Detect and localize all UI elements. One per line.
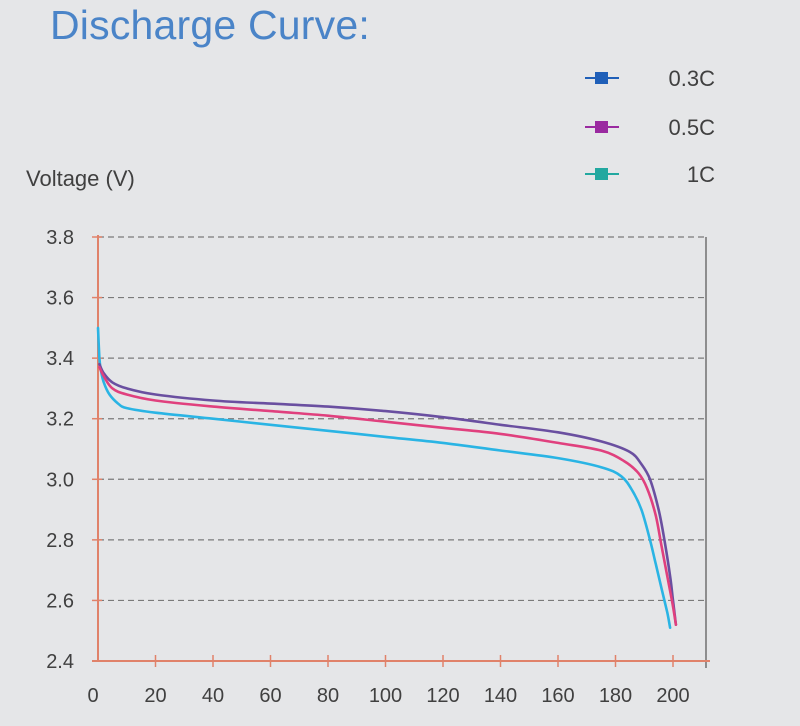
x-tick-label: 40 (202, 685, 224, 707)
x-tick-label: 200 (656, 685, 689, 707)
legend-label: 0.3C (668, 66, 715, 91)
x-tick-label: 0 (87, 685, 98, 707)
legend-square-marker-icon (595, 168, 608, 180)
legend-square-marker-icon (595, 72, 608, 84)
legend-item-0-5c[interactable]: 0.5C (585, 115, 715, 140)
x-tick-label: 140 (484, 685, 517, 707)
legend-item-0-3c[interactable]: 0.3C (585, 66, 715, 91)
y-tick-label: 2.6 (46, 590, 74, 612)
legend-square-marker-icon (595, 121, 608, 133)
x-tick-label: 120 (426, 685, 459, 707)
y-tick-label: 2.8 (46, 530, 74, 552)
series-lines (96, 326, 678, 629)
legend-item-1c[interactable]: 1C (585, 162, 715, 187)
series-line-1c (96, 326, 672, 629)
y-tick-label: 3.2 (46, 409, 74, 431)
series-line-0-5c (98, 365, 678, 626)
y-tick-label: 2.4 (46, 651, 74, 673)
axes (92, 235, 710, 668)
x-tick-label: 20 (144, 685, 166, 707)
x-tick-label: 60 (259, 685, 281, 707)
legend-label: 1C (686, 162, 715, 187)
y-tick-label: 3.8 (46, 227, 74, 249)
y-tick-label: 3.0 (46, 469, 74, 491)
y-tick-label: 3.4 (46, 348, 74, 370)
tick-labels: 2.4 2.6 2.8 3.0 3.2 3.4 3.6 3.8 0 20 40 60 80 100 120 1… (46, 227, 690, 707)
legend-label: 0.5C (668, 115, 715, 140)
grid-lines (98, 236, 706, 602)
x-tick-label: 100 (369, 685, 402, 707)
ticks (92, 236, 674, 667)
x-tick-label: 180 (599, 685, 632, 707)
chart-title: Discharge Curve: (50, 2, 370, 48)
x-tick-label: 160 (541, 685, 574, 707)
x-tick-label: 80 (317, 685, 339, 707)
y-tick-label: 3.6 (46, 288, 74, 310)
y-axis-label: Voltage (V) (26, 166, 135, 191)
series-line-0-3c (98, 362, 678, 626)
